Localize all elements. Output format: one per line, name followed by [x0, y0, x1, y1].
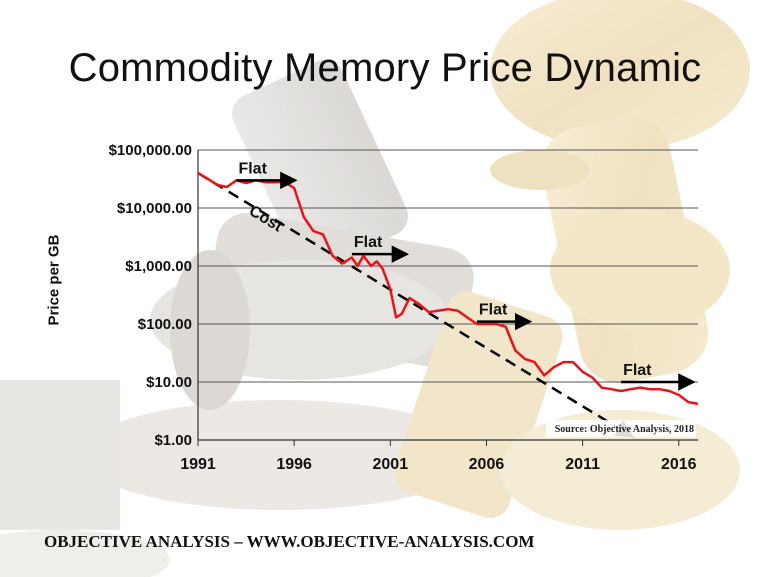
flat-label: Flat: [238, 160, 267, 177]
y-tick-label: $10,000.00: [117, 200, 192, 217]
x-tick-label: 2006: [469, 456, 505, 473]
flat-label: Flat: [479, 302, 508, 319]
x-tick-label: 2001: [373, 456, 409, 473]
x-tick-label: 1991: [180, 456, 216, 473]
cost-trend-line: [197, 172, 634, 438]
x-tick-label: 2016: [661, 456, 697, 473]
x-tick-label: 2011: [565, 456, 600, 473]
y-tick-label: $10.00: [146, 374, 192, 391]
y-tick-label: $100,000.00: [109, 142, 192, 159]
y-tick-label: $1.00: [154, 432, 192, 449]
slide-title: Commodity Memory Price Dynamic: [68, 46, 702, 90]
footer-branding: OBJECTIVE ANALYSIS – WWW.OBJECTIVE-ANALY…: [44, 532, 535, 551]
source-note-bg: [546, 420, 696, 437]
source-note: Source: Objective Analysis, 2018: [555, 424, 694, 435]
x-tick-label: 1996: [276, 456, 312, 473]
flat-label: Flat: [623, 362, 652, 379]
flat-label: Flat: [354, 234, 383, 251]
y-tick-label: $1,000.00: [125, 258, 192, 275]
y-tick-label: $100.00: [138, 316, 192, 333]
